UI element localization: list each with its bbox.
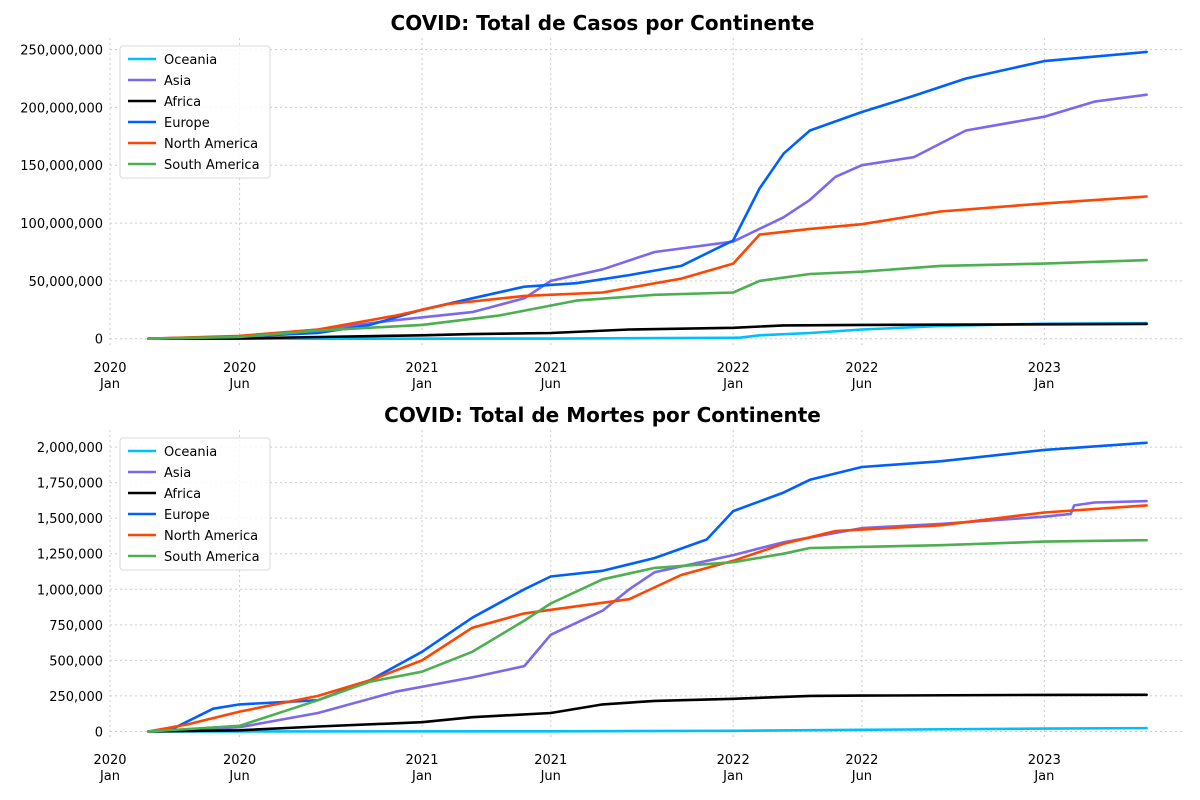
x-tick-label: 2022 (717, 361, 750, 376)
y-tick-label: 150,000,000 (20, 159, 103, 174)
legend-label: Oceania (164, 53, 217, 68)
y-tick-label: 0 (95, 725, 103, 740)
x-tick-label: Jan (1033, 769, 1054, 784)
x-tick-label: Jan (722, 769, 743, 784)
y-tick-label: 100,000,000 (20, 217, 103, 232)
x-tick-label: Jan (99, 377, 120, 392)
legend: Oceania Asia Africa Europe North America Sout… (119, 45, 271, 179)
y-tick-label: 1,250,000 (37, 548, 103, 563)
x-tick-label: 2022 (717, 753, 750, 768)
x-tick-label: Jun (540, 769, 561, 784)
legend-label: Oceania (164, 445, 217, 460)
grid (109, 38, 1185, 348)
x-tick-label: Jun (228, 769, 249, 784)
x-tick-label: Jun (228, 377, 249, 392)
chart-title: COVID: Total de Mortes por Continente (384, 403, 821, 427)
x-tick-label: 2022 (845, 361, 878, 376)
legend-label: Africa (164, 487, 201, 502)
series-line-europe (147, 441, 1148, 733)
x-tick-label: 2023 (1028, 753, 1061, 768)
x-tick-label: Jun (851, 769, 872, 784)
legend-label: Africa (164, 95, 201, 110)
series-line-oceania (147, 726, 1148, 733)
legend-label: Europe (164, 116, 210, 131)
y-tick-label: 500,000 (49, 654, 103, 669)
x-tick-label: 2020 (93, 361, 126, 376)
series-line-north-america (147, 195, 1148, 340)
x-tick-label: Jan (99, 769, 120, 784)
series-line-south-america (147, 258, 1148, 340)
series-line-africa (147, 322, 1148, 340)
series-line-asia (147, 93, 1148, 340)
y-tick-label: 0 (95, 333, 103, 348)
series-line-south-america (147, 538, 1148, 733)
legend-label: Asia (164, 466, 191, 481)
series-group (147, 441, 1148, 733)
y-tick-label: 250,000,000 (20, 44, 103, 59)
y-tick-label: 250,000 (49, 690, 103, 705)
y-tick-label: 1,000,000 (37, 583, 103, 598)
grid (109, 430, 1185, 740)
x-tick-label: 2023 (1028, 361, 1061, 376)
legend-box (119, 437, 271, 571)
y-tick-label: 750,000 (49, 619, 103, 634)
legend-label: South America (164, 550, 260, 565)
legend-box (119, 45, 271, 179)
series-line-europe (147, 50, 1148, 340)
x-tick-label: Jun (540, 377, 561, 392)
series-line-north-america (147, 504, 1148, 733)
series-line-asia (147, 499, 1148, 733)
x-tick-label: 2020 (93, 753, 126, 768)
cases-chart: COVID: Total de Casos por Continente 2020… (20, 11, 1185, 392)
y-tick-label: 200,000,000 (20, 101, 103, 116)
x-tick-label: 2022 (845, 753, 878, 768)
legend-label: Asia (164, 74, 191, 89)
x-tick-label: Jan (722, 377, 743, 392)
x-tick-label: Jan (1033, 377, 1054, 392)
x-tick-label: 2021 (534, 753, 567, 768)
y-tick-label: 1,500,000 (37, 512, 103, 527)
x-tick-label: 2020 (223, 753, 256, 768)
deaths-chart: COVID: Total de Mortes por Continente 202… (37, 403, 1185, 784)
x-tick-label: 2021 (534, 361, 567, 376)
legend-label: North America (164, 137, 258, 152)
y-tick-label: 2,000,000 (37, 441, 103, 456)
chart-title: COVID: Total de Casos por Continente (391, 11, 815, 35)
y-tick-label: 50,000,000 (29, 275, 103, 290)
series-group (147, 50, 1148, 340)
x-tick-label: Jan (411, 769, 432, 784)
legend: Oceania Asia Africa Europe North America Sout… (119, 437, 271, 571)
legend-label: Europe (164, 508, 210, 523)
y-tick-label: 1,750,000 (37, 477, 103, 492)
x-tick-label: 2020 (223, 361, 256, 376)
x-tick-label: Jun (851, 377, 872, 392)
x-tick-label: 2021 (405, 361, 438, 376)
x-tick-label: Jan (411, 377, 432, 392)
series-line-africa (147, 693, 1148, 733)
legend-label: South America (164, 158, 260, 173)
legend-label: North America (164, 529, 258, 544)
x-tick-label: 2021 (405, 753, 438, 768)
